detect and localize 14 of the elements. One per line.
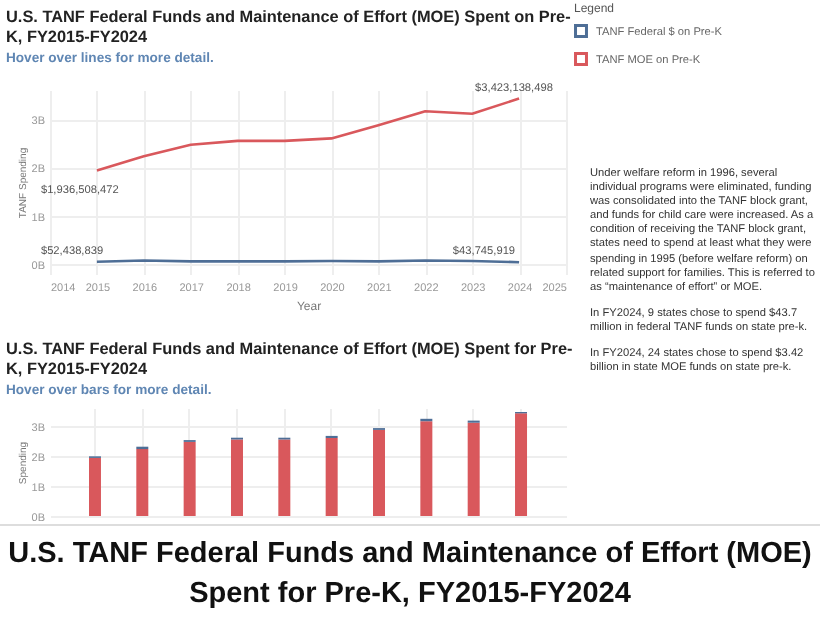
bar: [515, 413, 528, 516]
bar: [136, 449, 149, 516]
bar: [183, 441, 196, 516]
bar: [278, 439, 291, 516]
bar: [373, 429, 386, 516]
chart-title: U.S. TANF Federal Funds and Maintenance of Effort (MOE) Spent on Pre-K, FY2015-FY2024: [6, 8, 571, 46]
bar: [88, 457, 101, 516]
bar: [230, 439, 243, 516]
line-series: [95, 97, 521, 172]
bar: [325, 438, 338, 516]
chart-title: U.S. TANF Federal Funds and Maintenance of Effort (MOE) Spent for Pre-K, FY2015-FY2024: [6, 340, 575, 380]
bar: [467, 422, 480, 516]
bar: [420, 421, 433, 516]
text: U.S. TANF Federal Funds and Maintenance of Effort (MOE) Spent for Pre-K, FY2015-FY2024: [0, 524, 820, 614]
